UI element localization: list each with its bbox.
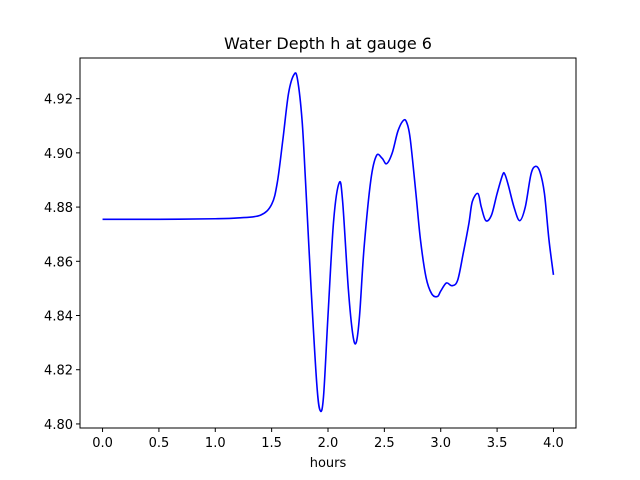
x-tick-label: 1.5 xyxy=(261,436,282,451)
x-tick-label: 2.5 xyxy=(374,436,395,451)
x-tick-label: 3.0 xyxy=(430,436,451,451)
y-tick-label: 4.92 xyxy=(44,93,73,108)
x-tick-label: 4.0 xyxy=(543,436,564,451)
y-tick-label: 4.90 xyxy=(44,147,73,162)
y-tick-label: 4.84 xyxy=(44,310,73,325)
x-tick-label: 3.5 xyxy=(487,436,508,451)
plot-area xyxy=(102,72,555,413)
y-axis: 4.80 4.82 4.84 4.86 4.88 4.90 4.92 xyxy=(44,93,80,433)
x-tick-label: 1.0 xyxy=(205,436,226,451)
chart-title: Water Depth h at gauge 6 xyxy=(224,34,432,53)
x-axis-label: hours xyxy=(310,456,347,471)
x-axis: 0.0 0.5 1.0 1.5 2.0 2.5 3.0 3.5 4.0 xyxy=(92,428,564,451)
series-line xyxy=(102,72,555,413)
y-tick-label: 4.82 xyxy=(44,364,73,379)
y-tick-label: 4.86 xyxy=(44,255,73,270)
plot-frame xyxy=(79,57,577,429)
y-tick-label: 4.88 xyxy=(44,201,73,216)
x-tick-label: 0.5 xyxy=(149,436,170,451)
y-tick-label: 4.80 xyxy=(44,418,73,433)
x-tick-label: 2.0 xyxy=(318,436,339,451)
x-tick-label: 0.0 xyxy=(92,436,113,451)
